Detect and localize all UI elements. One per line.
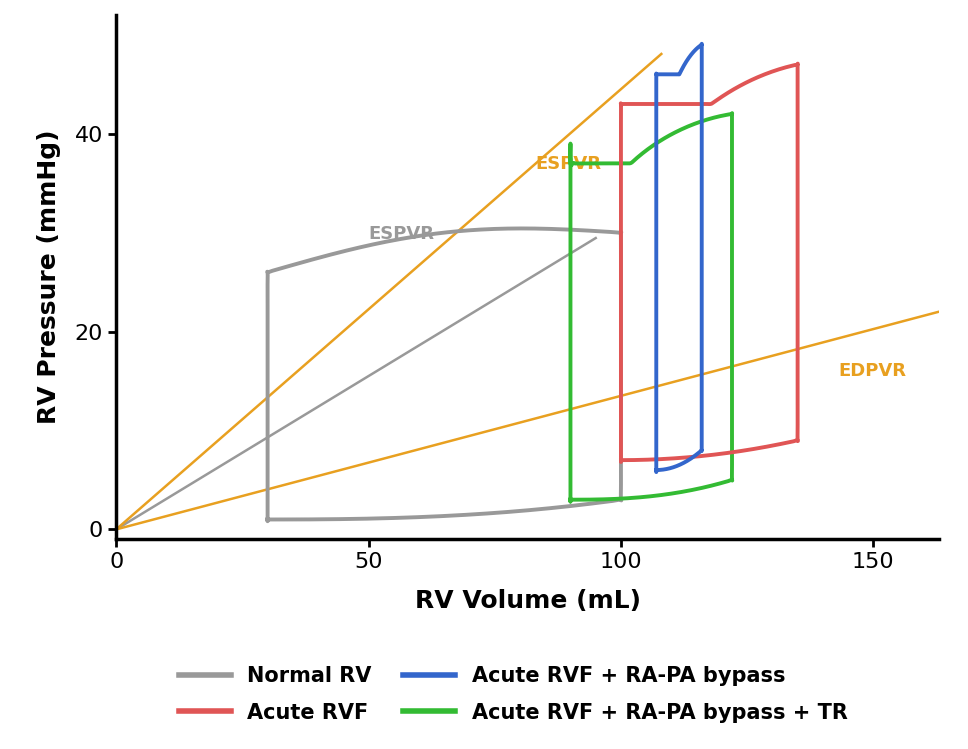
Text: ESPVR: ESPVR [535,155,601,173]
X-axis label: RV Volume (mL): RV Volume (mL) [414,589,641,613]
Text: ESPVR: ESPVR [369,225,435,243]
Text: EDPVR: EDPVR [838,362,906,380]
Y-axis label: RV Pressure (mmHg): RV Pressure (mmHg) [37,130,61,425]
Legend: Normal RV, Acute RVF, Acute RVF + RA-PA bypass, Acute RVF + RA-PA bypass + TR: Normal RV, Acute RVF, Acute RVF + RA-PA … [170,658,856,731]
